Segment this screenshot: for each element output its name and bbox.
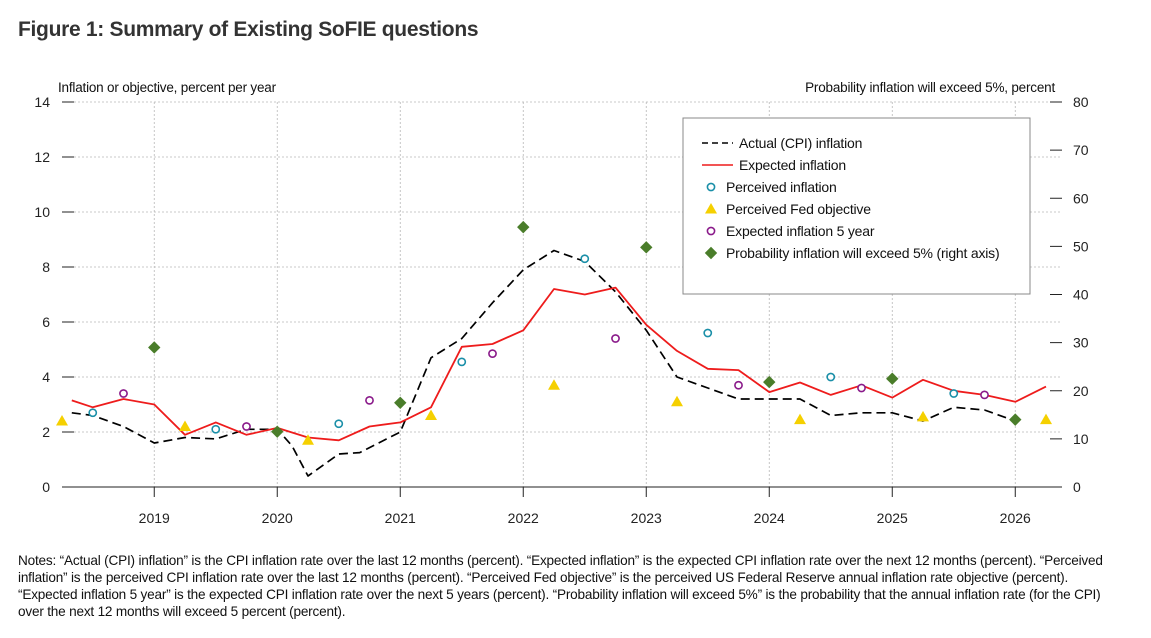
y-tick-label-right: 40: [1073, 287, 1089, 303]
y-tick-label-right: 70: [1073, 142, 1089, 158]
y-axis-title-left: Inflation or objective, percent per year: [58, 80, 277, 95]
expected-inflation-line: [71, 286, 1047, 442]
data-point: [56, 415, 68, 426]
legend-label: Perceived inflation: [726, 179, 837, 195]
legend-item: Expected inflation: [702, 157, 846, 173]
series-actual: [71, 249, 1016, 477]
legend-label: Probability inflation will exceed 5% (ri…: [726, 245, 999, 261]
data-point: [425, 409, 438, 420]
series: [56, 220, 1053, 477]
data-point: [488, 349, 497, 359]
data-point: [457, 357, 467, 367]
y-tick-label-right: 60: [1073, 190, 1089, 206]
data-point: [886, 372, 899, 385]
legend-label: Expected inflation 5 year: [726, 223, 875, 239]
data-point: [271, 425, 284, 438]
data-point: [365, 395, 374, 405]
x-tick-label: 2025: [877, 510, 908, 526]
legend-swatch: [706, 226, 716, 236]
data-point: [179, 420, 192, 431]
figure-title: Figure 1: Summary of Existing SoFIE ques…: [18, 18, 479, 41]
actual-inflation-line: [71, 249, 1016, 477]
legend-item: Perceived Fed objective: [705, 201, 871, 217]
x-ticks: 2019 2020 2021 2022 2023 2024 2025 2026: [139, 487, 1031, 526]
y-tick-label-left: 8: [42, 259, 50, 275]
legend-swatch: [705, 203, 717, 214]
y-tick-label-left: 14: [34, 94, 50, 110]
data-point: [611, 334, 620, 343]
series-expected: [71, 286, 1047, 442]
data-point: [334, 419, 344, 429]
chart: Inflation or objective, percent per year…: [34, 80, 1089, 526]
y-ticks-left: 0 2 4 6 8 10 12 14: [34, 94, 74, 495]
y-tick-label-right: 0: [1073, 479, 1081, 495]
y-tick-label-right: 20: [1073, 383, 1089, 399]
legend: Actual (CPI) inflation Expected inflation…: [682, 117, 1031, 295]
data-point: [211, 424, 221, 434]
y-tick-label-right: 30: [1073, 335, 1089, 351]
y-tick-label-left: 0: [42, 479, 50, 495]
data-point: [826, 372, 836, 382]
data-point: [703, 328, 713, 338]
y-axis-title-right: Probability inflation will exceed 5%, pe…: [805, 80, 1055, 95]
data-point: [1040, 413, 1053, 425]
legend-label: Actual (CPI) inflation: [739, 135, 862, 151]
data-point: [119, 389, 128, 398]
x-tick-label: 2026: [1000, 510, 1031, 526]
data-point: [794, 413, 807, 425]
data-point: [394, 396, 407, 409]
y-tick-label-right: 80: [1073, 94, 1089, 110]
series-perceived: [88, 254, 959, 434]
legend-item: Probability inflation will exceed 5% (ri…: [704, 245, 1000, 261]
data-point: [580, 254, 590, 264]
data-point: [242, 422, 251, 431]
data-point: [517, 220, 530, 234]
series-fed-objective: [56, 379, 1053, 445]
data-point: [302, 434, 315, 445]
figure-notes: Notes: “Actual (CPI) inflation” is the C…: [18, 553, 1103, 619]
y-tick-label-left: 4: [42, 369, 50, 385]
data-point: [548, 379, 561, 390]
data-point: [1009, 413, 1022, 426]
legend-swatch: [704, 246, 718, 260]
data-point: [763, 375, 776, 389]
legend-item: Expected inflation 5 year: [706, 223, 875, 239]
series-probability: [148, 220, 1022, 438]
x-tick-label: 2022: [508, 510, 539, 526]
x-tick-label: 2020: [262, 510, 293, 526]
legend-label: Expected inflation: [739, 157, 846, 173]
data-point: [917, 410, 930, 422]
y-tick-label-left: 12: [34, 149, 50, 165]
y-tick-label-right: 50: [1073, 238, 1089, 254]
x-tick-label: 2024: [754, 510, 785, 526]
data-point: [640, 241, 653, 254]
data-point: [949, 389, 959, 398]
legend-swatch: [706, 182, 716, 192]
data-point: [980, 390, 989, 400]
data-point: [857, 383, 866, 393]
x-tick-label: 2023: [631, 510, 662, 526]
legend-item: Actual (CPI) inflation: [702, 135, 862, 151]
x-tick-label: 2021: [385, 510, 416, 526]
data-point: [734, 380, 743, 390]
y-tick-label-right: 10: [1073, 431, 1089, 447]
legend-box: [682, 117, 1031, 295]
data-point: [148, 341, 161, 354]
data-point: [671, 395, 684, 407]
series-expected-5y: [119, 334, 989, 431]
data-point: [88, 408, 98, 418]
y-tick-label-left: 6: [42, 314, 50, 330]
legend-item: Perceived inflation: [706, 179, 837, 195]
y-ticks-right: 0 10 20 30 40 50 60 70 80: [1050, 94, 1089, 495]
y-tick-label-left: 10: [34, 204, 50, 220]
x-tick-label: 2019: [139, 510, 170, 526]
legend-label: Perceived Fed objective: [726, 201, 871, 217]
y-tick-label-left: 2: [42, 424, 50, 440]
